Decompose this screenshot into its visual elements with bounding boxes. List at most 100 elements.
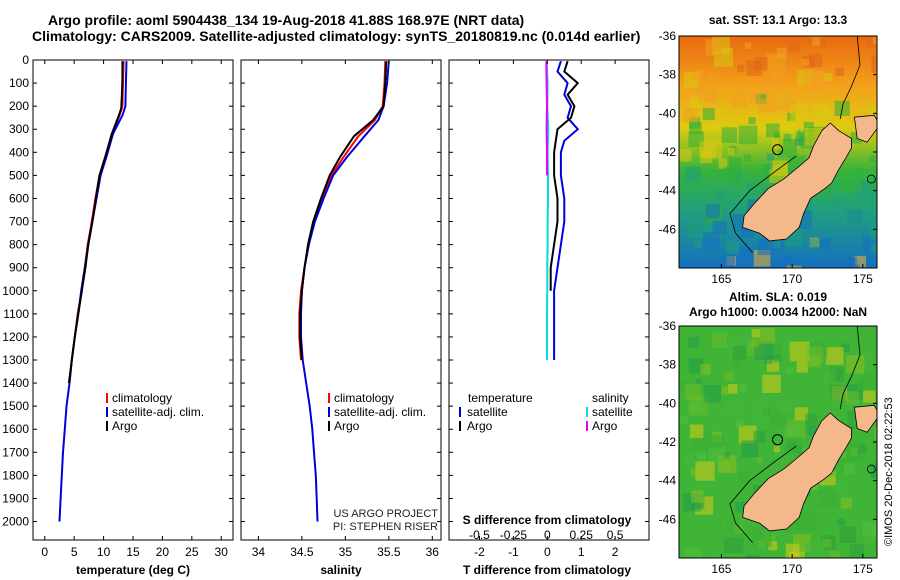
map-y-tick-label: -38 <box>659 68 677 82</box>
field-cell <box>724 255 735 267</box>
field-cell <box>854 255 866 268</box>
x-tick-label: 25 <box>185 545 199 559</box>
field-cell <box>711 332 728 348</box>
y-tick-label: 2000 <box>2 515 29 529</box>
field-cell <box>797 512 816 531</box>
field-cell <box>829 550 841 558</box>
field-cell <box>762 374 781 393</box>
field-cell <box>679 149 692 162</box>
field-cell <box>872 264 877 268</box>
field-cell <box>705 204 720 219</box>
field-cell <box>783 254 791 263</box>
field-cell <box>799 125 807 133</box>
field-cell <box>773 354 782 363</box>
map-y-tick-label: -40 <box>659 396 677 410</box>
field-cell <box>741 440 759 458</box>
difference-panel: -2 -1 0 1 2 temperature satellite Argo salin… <box>448 59 650 577</box>
y-tick-label: 600 <box>9 191 29 205</box>
legend-label-s-argo: Argo <box>592 419 618 433</box>
field-cell <box>801 59 809 67</box>
legend-label-climatology: climatology <box>334 391 394 405</box>
sst-map-title: sat. SST: 13.1 Argo: 13.3 <box>709 13 848 27</box>
field-cell <box>839 526 857 543</box>
field-cell <box>849 544 864 558</box>
field-cell <box>718 158 729 169</box>
field-cell <box>752 527 772 547</box>
legend-label-argo: Argo <box>334 419 360 433</box>
field-cell <box>733 117 745 129</box>
field-cell <box>709 434 723 449</box>
field-cell <box>737 267 744 268</box>
field-cell <box>721 127 738 143</box>
x-tick-label: 34 <box>252 545 266 559</box>
field-cell <box>689 424 704 439</box>
field-cell <box>708 444 726 462</box>
profile-location-marker <box>772 144 784 156</box>
credit-line-2: PI: STEPHEN RISER <box>333 521 438 533</box>
field-cell <box>724 371 735 382</box>
x-tick-label: 36 <box>426 545 440 559</box>
field-cell <box>855 380 865 391</box>
field-cell <box>723 533 744 554</box>
field-cell <box>862 521 877 537</box>
y-tick-label: 800 <box>9 238 29 252</box>
field-cell <box>764 355 773 364</box>
field-cell <box>840 178 854 193</box>
field-cell <box>738 425 757 444</box>
sla-map-title: Altim. SLA: 0.019 <box>729 290 827 304</box>
y-tick-label: 1500 <box>2 399 29 413</box>
header-line-2: Climatology: CARS2009. Satellite-adjuste… <box>32 28 641 44</box>
map-y-tick-label: -42 <box>659 435 677 449</box>
legend-swatch-climatology <box>328 393 330 403</box>
map-y-tick-label: -36 <box>659 319 677 333</box>
field-cell <box>771 94 788 112</box>
landmass <box>742 122 852 242</box>
field-cell <box>685 383 702 400</box>
field-cell <box>874 337 877 350</box>
field-cell <box>684 548 703 558</box>
s-diff-tick-label: -0.5 <box>469 528 490 542</box>
field-cell <box>872 37 877 45</box>
field-cell <box>771 138 784 150</box>
field-cell <box>766 163 773 170</box>
field-cell <box>751 404 769 422</box>
field-cell <box>773 446 780 453</box>
x-tick-label: -1 <box>508 545 519 559</box>
x-tick-label: 0 <box>41 545 48 559</box>
field-cell <box>691 490 704 503</box>
field-cell <box>776 48 787 58</box>
map-y-tick-label: -44 <box>659 474 677 488</box>
field-cell <box>870 463 877 479</box>
field-cell <box>845 391 860 405</box>
field-cell <box>688 358 704 374</box>
legend-swatch-satellite <box>106 407 108 417</box>
field-cell <box>732 345 747 360</box>
field-cell <box>840 497 852 509</box>
field-cell <box>694 240 702 248</box>
x-tick-label: 5 <box>71 545 78 559</box>
legend-label-satellite: satellite-adj. clim. <box>112 405 204 419</box>
field-cell <box>759 87 771 100</box>
chatham-feature <box>866 174 876 184</box>
field-cell <box>785 436 801 452</box>
field-cell <box>687 218 708 239</box>
field-cell <box>819 489 838 508</box>
field-cell <box>753 431 766 443</box>
field-cell <box>728 384 738 394</box>
field-cell <box>766 123 780 138</box>
y-tick-label: 200 <box>9 99 29 113</box>
field-cell <box>715 106 723 113</box>
isobath-line <box>729 445 797 543</box>
y-tick-label: 1000 <box>2 284 29 298</box>
field-cell <box>806 346 823 364</box>
field-cell <box>843 463 855 474</box>
field-cell <box>695 378 703 385</box>
field-cell <box>688 336 699 348</box>
field-cell <box>702 108 715 121</box>
s-diff-tick-label: 0.25 <box>570 528 594 542</box>
legend-label-argo: Argo <box>112 419 138 433</box>
field-cell <box>746 60 762 76</box>
x-tick-label: 34.5 <box>290 545 314 559</box>
field-cell <box>708 74 719 85</box>
header-line-1: Argo profile: aoml 5904438_134 19-Aug-20… <box>48 12 525 28</box>
